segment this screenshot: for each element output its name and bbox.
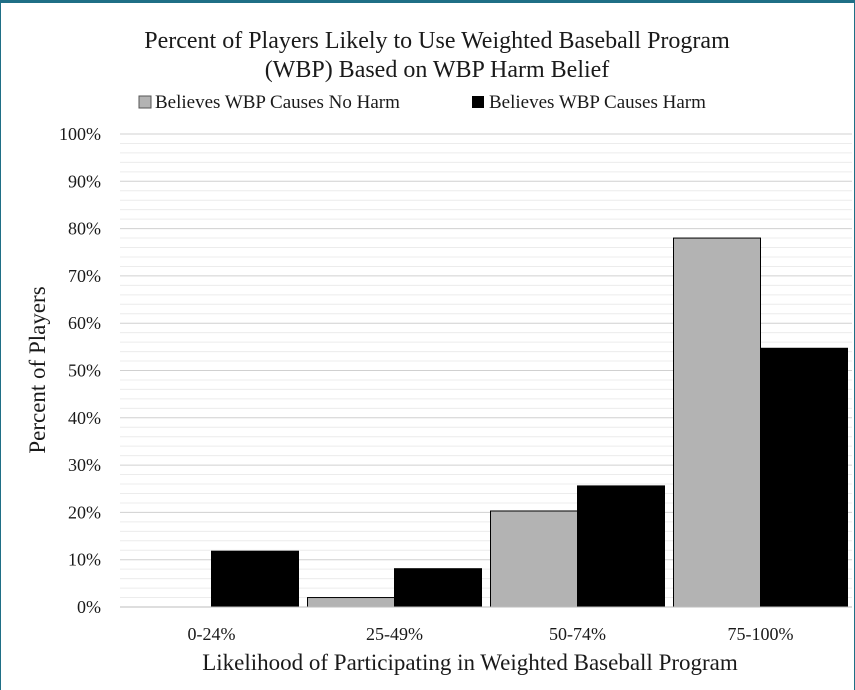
y-tick-label: 30% — [68, 455, 101, 475]
y-tick-label: 80% — [68, 219, 101, 239]
legend-label-no-harm: Believes WBP Causes No Harm — [155, 92, 400, 113]
x-axis-label: Likelihood of Participating in Weighted … — [202, 650, 738, 675]
legend-swatch-no-harm — [138, 95, 152, 109]
y-tick-labels: 0% 10% 20% 30% 40% 50% 60% 70% 80% 90% 100% — [59, 124, 101, 617]
bar-no-harm — [490, 510, 578, 608]
legend-swatch-harm — [472, 96, 484, 108]
y-tick-label: 0% — [77, 597, 101, 617]
chart-title-line-1: Percent of Players Likely to Use Weighte… — [144, 28, 730, 54]
y-axis-label: Percent of Players — [25, 286, 50, 453]
y-tick-label: 40% — [68, 408, 101, 428]
bars — [211, 237, 848, 608]
chart-title-line-2: (WBP) Based on WBP Harm Belief — [265, 57, 610, 83]
x-tick-label: 0-24% — [188, 624, 236, 644]
legend-label-harm: Believes WBP Causes Harm — [489, 92, 706, 113]
bar-harm — [394, 568, 482, 608]
y-tick-label: 70% — [68, 266, 101, 286]
y-tick-label: 20% — [68, 502, 101, 522]
x-tick-labels: 0-24% 25-49% 50-74% 75-100% — [188, 624, 794, 644]
bar-harm — [577, 485, 665, 608]
chart-title: Percent of Players Likely to Use Weighte… — [144, 28, 730, 83]
y-tick-label: 60% — [68, 313, 101, 333]
y-tick-label: 90% — [68, 171, 101, 191]
bar-no-harm — [673, 237, 761, 608]
legend: Believes WBP Causes No Harm Believes WBP… — [138, 92, 706, 113]
x-tick-label: 25-49% — [366, 624, 423, 644]
y-tick-label: 10% — [68, 550, 101, 570]
bar-harm — [211, 550, 299, 608]
y-tick-label: 50% — [68, 361, 101, 381]
bar-no-harm — [307, 597, 395, 608]
y-tick-label: 100% — [59, 124, 101, 144]
bar-harm — [760, 347, 848, 608]
x-tick-label: 50-74% — [549, 624, 606, 644]
x-tick-label: 75-100% — [728, 624, 794, 644]
